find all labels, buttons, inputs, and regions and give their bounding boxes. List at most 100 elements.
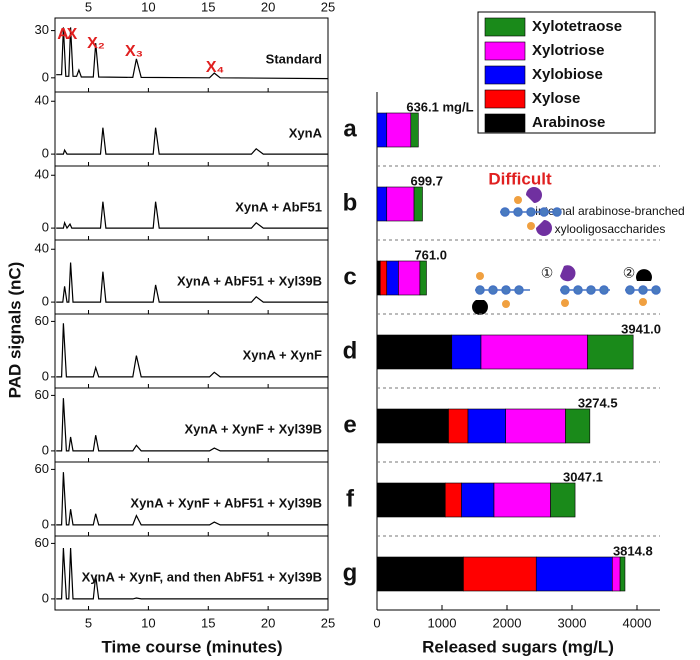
bar-segment	[398, 260, 421, 296]
annotation: xylooligosaccharides	[555, 222, 666, 236]
peak-label: X	[67, 26, 78, 43]
y-tick-label: 40	[35, 241, 49, 256]
trace	[56, 472, 328, 526]
bar-segment	[413, 186, 423, 222]
category-label: g	[343, 559, 358, 586]
x-tick-label: 3000	[558, 615, 587, 630]
y-tick-label: 60	[35, 535, 49, 550]
bar-segment	[611, 556, 621, 592]
x-tick-label: 5	[85, 615, 92, 630]
y-tick-label: 0	[42, 294, 49, 309]
x-tick-label: 10	[141, 615, 155, 630]
x-tick-label: 25	[321, 0, 335, 14]
bar-segment	[444, 482, 462, 518]
bar-segment	[451, 334, 482, 370]
bar-segment	[467, 408, 507, 444]
total-label: 699.7	[410, 173, 443, 188]
y-tick-label: 40	[35, 93, 49, 108]
trace	[56, 398, 328, 452]
category-label: b	[343, 189, 358, 216]
y-tick-label: 0	[42, 368, 49, 383]
y-tick-label: 60	[35, 461, 49, 476]
bar-segment	[619, 556, 626, 592]
bar-segment	[480, 334, 588, 370]
total-label: 3941.0	[621, 321, 661, 336]
category-label: f	[346, 485, 355, 512]
x-tick-label: 10	[141, 0, 155, 14]
total-label: 3814.8	[613, 543, 653, 558]
bar-segment	[376, 260, 381, 296]
bar-segment	[419, 260, 427, 296]
peak-label: A	[57, 26, 69, 43]
category-label: d	[343, 337, 358, 364]
y-axis-title: PAD signals (nC)	[5, 262, 24, 399]
panel-label: XynA + XynF + AbF51 + Xyl39B	[130, 495, 322, 510]
bar-segment	[461, 482, 495, 518]
y-tick-label: 0	[42, 442, 49, 457]
bar-segment	[493, 482, 551, 518]
legend-swatch	[484, 89, 526, 109]
category-label: c	[343, 263, 356, 290]
annotation: Difficult	[488, 169, 552, 188]
trace	[56, 547, 328, 600]
legend-label: Xylose	[532, 90, 580, 107]
structure-icons	[472, 187, 661, 315]
y-tick-label: 0	[42, 516, 49, 531]
legend-label: Arabinose	[532, 114, 605, 131]
annotation: ①	[541, 265, 554, 281]
bar-segment	[376, 482, 446, 518]
x-tick-label: 5	[85, 0, 92, 14]
y-tick-label: 30	[35, 22, 49, 37]
x-tick-label: 20	[261, 615, 275, 630]
trace	[56, 323, 328, 378]
bar-segment	[463, 556, 537, 592]
trace	[56, 27, 329, 80]
x-tick-label: 0	[373, 615, 380, 630]
total-label: 3274.5	[578, 395, 618, 410]
bar-segment	[410, 112, 419, 148]
panel-label: Standard	[266, 51, 322, 66]
y-tick-label: 60	[35, 313, 49, 328]
total-label: 761.0	[414, 247, 447, 262]
peak-label: X₂	[87, 35, 105, 52]
x-tick-label: 15	[201, 615, 215, 630]
bar-segment	[565, 408, 591, 444]
y-tick-label: 0	[42, 69, 49, 84]
bar-segment	[386, 112, 412, 148]
legend-swatch	[484, 65, 526, 85]
panel-label: XynA + XynF, and then AbF51 + Xyl39B	[82, 569, 322, 584]
bar-segment	[379, 260, 388, 296]
trace	[56, 262, 328, 303]
bar-segment	[550, 482, 576, 518]
x-tick-label: 4000	[623, 615, 652, 630]
bar-segment	[587, 334, 634, 370]
bar-segment	[386, 186, 415, 222]
y-tick-label: 40	[35, 167, 49, 182]
x-tick-label: 25	[321, 615, 335, 630]
legend-label: Xylobiose	[532, 66, 603, 83]
y-tick-label: 0	[42, 590, 49, 605]
category-label: a	[343, 115, 357, 142]
panel-label: XynA + XynF + Xyl39B	[184, 421, 322, 436]
legend-swatch	[484, 17, 526, 37]
legend-label: Xylotriose	[532, 42, 605, 59]
legend-label: Xylotetraose	[532, 18, 622, 35]
panel-frame	[54, 91, 329, 167]
legend-swatch	[484, 113, 526, 133]
y-tick-label: 0	[42, 220, 49, 235]
bar-segment	[535, 556, 613, 592]
total-label: 3047.1	[563, 469, 603, 484]
panel-label: XynA + XynF	[243, 347, 322, 362]
trace	[56, 127, 328, 155]
x-tick-label: 1000	[428, 615, 457, 630]
x-tick-label: 15	[201, 0, 215, 14]
panel-label: XynA + AbF51	[235, 199, 322, 214]
bar-segment	[376, 186, 388, 222]
x-tick-label: 20	[261, 0, 275, 14]
x-axis-title: Time course (minutes)	[101, 637, 282, 656]
total-label: 636.1 mg/L	[406, 99, 473, 114]
y-tick-label: 60	[35, 387, 49, 402]
panel-label: XynA + AbF51 + Xyl39B	[177, 273, 322, 288]
x-tick-label: 2000	[493, 615, 522, 630]
